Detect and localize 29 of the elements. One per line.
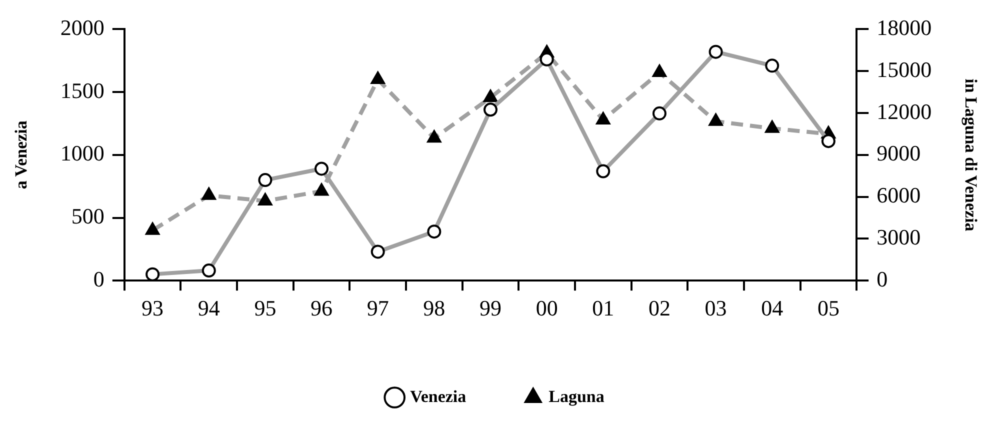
x-tick-label: 97: [366, 296, 389, 321]
x-tick-label: 95: [254, 296, 276, 321]
x-tick-label: 04: [761, 296, 784, 321]
y2-tick-label: 12000: [876, 98, 932, 124]
y2-tick-label: 6000: [876, 182, 921, 208]
x-tick-label: 03: [704, 296, 727, 321]
y2-tick-label: 18000: [876, 14, 932, 40]
x-tick-label: 94: [198, 296, 220, 321]
x-tick-label: 01: [592, 296, 614, 321]
x-tick-label: 96: [310, 296, 333, 321]
y2-axis-title: in Laguna di Venezia: [961, 78, 980, 232]
x-tick-label: 05: [817, 296, 840, 321]
x-tick-label: 99: [480, 296, 502, 321]
legend-label: Venezia: [410, 386, 467, 406]
y-tick-label: 0: [93, 266, 104, 292]
y-tick-label: 2000: [60, 14, 104, 40]
y2-tick-label: 9000: [876, 140, 921, 166]
y2-tick-label: 3000: [876, 224, 921, 250]
y-axis-title: a Venezia: [12, 120, 31, 190]
x-tick-label: 02: [648, 296, 670, 321]
x-tick-label: 98: [423, 296, 446, 321]
y2-tick-label: 0: [876, 266, 888, 292]
y2-tick-label: 15000: [876, 56, 932, 82]
y-tick-label: 1500: [60, 78, 104, 103]
x-tick-label: 93: [142, 296, 164, 321]
y-tick-label: 500: [71, 204, 104, 229]
legend-label: Laguna: [548, 386, 605, 406]
y-tick-label: 1000: [60, 140, 104, 166]
x-tick-label: 00: [536, 296, 558, 321]
